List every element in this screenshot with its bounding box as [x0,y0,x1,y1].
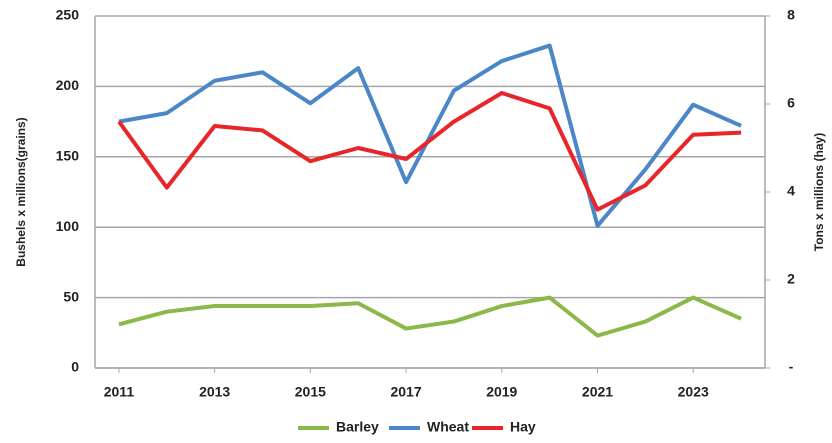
y-axis-title: Bushels x millions(grains) [14,117,28,266]
y2-tick-label: 6 [787,95,795,111]
x-tick-label: 2023 [678,384,709,400]
x-tick-label: 2021 [582,384,613,400]
x-tick-label: 2019 [486,384,517,400]
y-tick-label: 100 [56,218,80,234]
x-tick-label: 2015 [295,384,326,400]
series-line [118,43,742,228]
y-tick-label: 50 [63,288,79,304]
series-line [118,295,742,338]
legend-label: Wheat [427,419,469,435]
y-tick-label: 250 [56,7,80,23]
legend-label: Barley [336,419,379,435]
y-tick-label: 200 [56,77,80,93]
y2-tick-label: 8 [787,7,795,23]
x-tick-label: 2017 [390,384,421,400]
legend-label: Hay [510,419,536,435]
y2-axis-title: Tons x millions (hay) [812,133,826,251]
y-tick-label: 150 [56,148,80,164]
y2-tick-label: 4 [787,183,795,199]
y-tick-label: 0 [71,359,79,375]
y2-tick-label: - [789,359,794,375]
x-tick-label: 2011 [104,384,135,400]
y2-tick-label: 2 [787,271,795,287]
series-line [117,91,742,212]
x-tick-label: 2013 [199,384,230,400]
